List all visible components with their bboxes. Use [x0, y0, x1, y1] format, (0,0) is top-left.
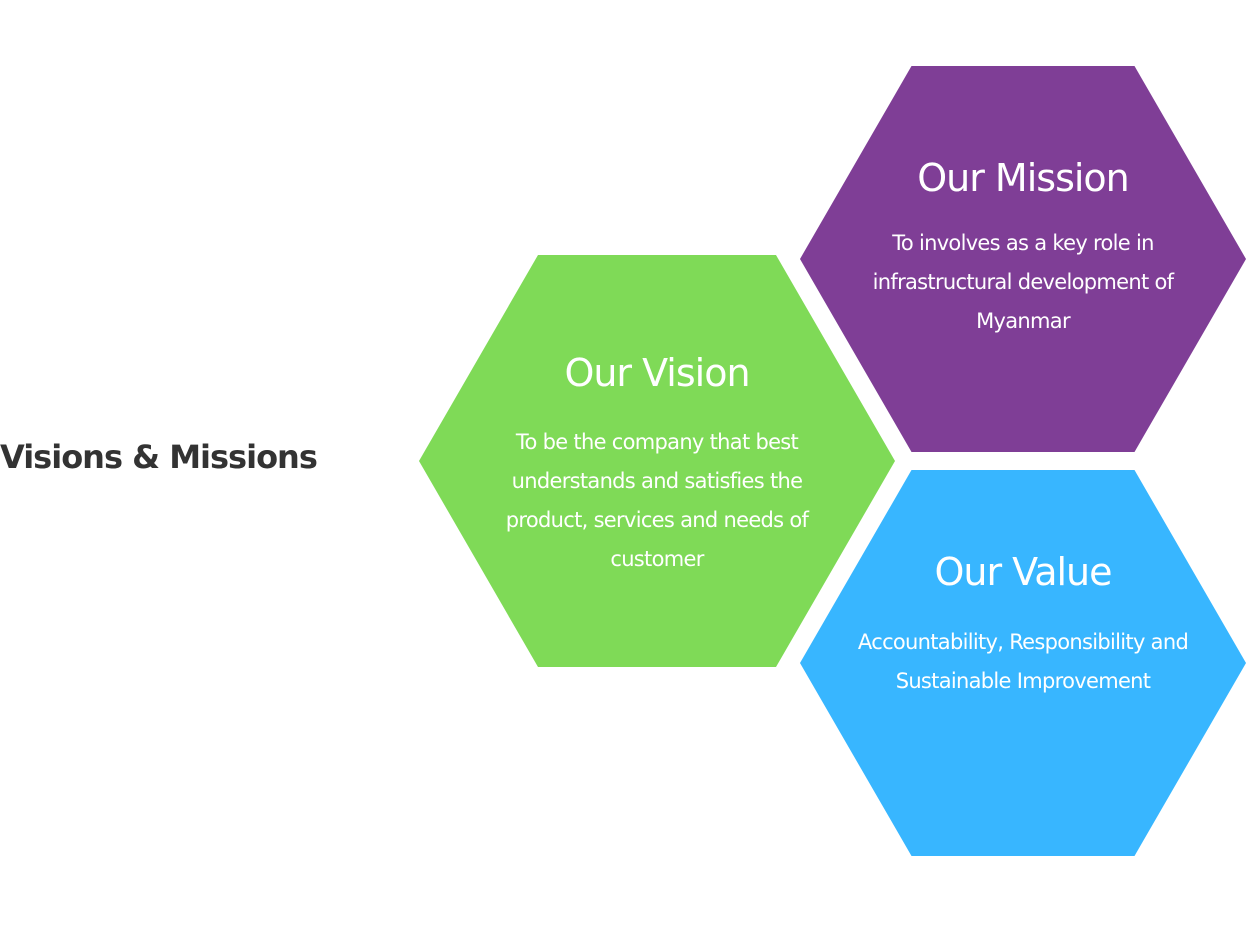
- mission-hexagon: Our Mission To involves as a key role in…: [800, 66, 1246, 452]
- value-title: Our Value: [934, 550, 1112, 594]
- section-title: Visions & Missions: [0, 438, 318, 476]
- mission-title: Our Mission: [917, 156, 1130, 200]
- mission-text: To involves as a key role in infrastruct…: [872, 231, 1174, 333]
- vision-hexagon: Our Vision To be the company that best u…: [419, 255, 895, 667]
- vision-title: Our Vision: [564, 351, 750, 395]
- value-text: Accountability, Responsibility and Susta…: [857, 630, 1189, 693]
- vision-text: To be the company that best understands …: [505, 430, 809, 571]
- value-hexagon: Our Value Accountability, Responsibility…: [800, 470, 1246, 856]
